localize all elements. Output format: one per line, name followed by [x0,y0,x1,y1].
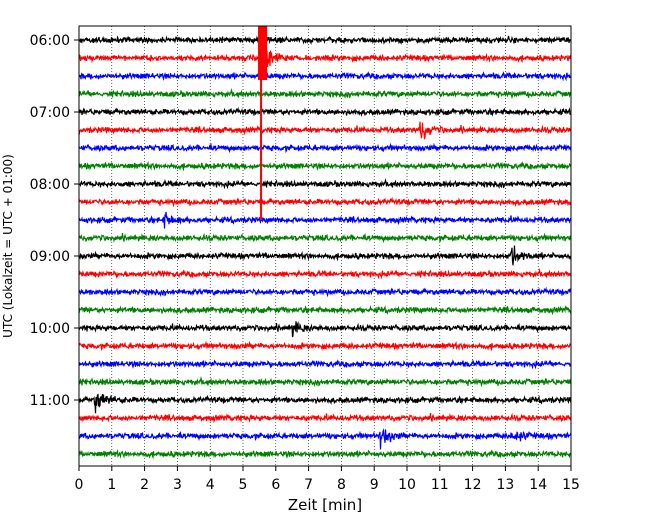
x-tick-label: 8 [337,477,346,493]
trace-11 [78,232,572,244]
trace-17 [78,340,572,352]
y-tick-label: 07:00 [30,105,70,121]
x-axis-ticks: 0 1 2 3 4 5 6 7 8 9 10 11 12 13 14 15 [75,466,580,493]
trace-16 [78,321,572,338]
x-tick-label: 1 [107,477,116,493]
trace-3 [78,88,572,100]
vertical-gridlines [111,26,539,466]
trace-8 [78,178,572,190]
y-tick-label: 08:00 [30,177,70,193]
x-tick-label: 0 [75,477,84,493]
x-tick-label: 14 [529,477,547,493]
trace-0 [78,35,572,46]
y-axis-label: UTC (Lokalzeit = UTC + 01:00) [1,154,15,338]
trace-2 [78,71,572,82]
y-tick-label: 11:00 [30,393,70,409]
x-tick-label: 7 [304,477,313,493]
y-axis-ticks: 06:00 07:00 08:00 09:00 10:00 11:00 [30,33,79,409]
trace-22 [78,428,572,450]
x-tick-label: 5 [239,477,248,493]
trace-15 [78,305,572,316]
x-tick-label: 6 [271,477,280,493]
trace-1 [78,44,572,72]
x-axis-label: Zeit [min] [288,496,362,514]
x-tick-label: 3 [173,477,182,493]
trace-19 [78,376,572,388]
trace-14 [78,286,572,298]
trace-12 [78,245,572,266]
trace-4 [78,106,572,118]
y-tick-label: 06:00 [30,33,70,49]
x-tick-label: 12 [464,477,482,493]
x-tick-label: 11 [431,477,449,493]
trace-18 [78,359,572,370]
seismic-traces [78,26,572,460]
trace-5 [78,121,572,140]
trace-13 [78,268,572,280]
event-burst [258,26,268,80]
trace-23 [78,448,572,460]
y-tick-label: 10:00 [30,321,70,337]
x-tick-label: 13 [496,477,514,493]
trace-9 [78,196,572,208]
x-tick-label: 15 [562,477,580,493]
x-tick-label: 2 [140,477,149,493]
plot-area-frame [78,25,572,467]
x-tick-label: 10 [398,477,416,493]
trace-21 [78,412,572,424]
y-tick-label: 09:00 [30,249,70,265]
x-tick-label: 4 [206,477,215,493]
x-tick-label: 9 [370,477,379,493]
trace-7 [78,160,572,172]
trace-20 [78,393,572,414]
trace-10 [78,211,572,229]
trace-6 [78,142,572,154]
